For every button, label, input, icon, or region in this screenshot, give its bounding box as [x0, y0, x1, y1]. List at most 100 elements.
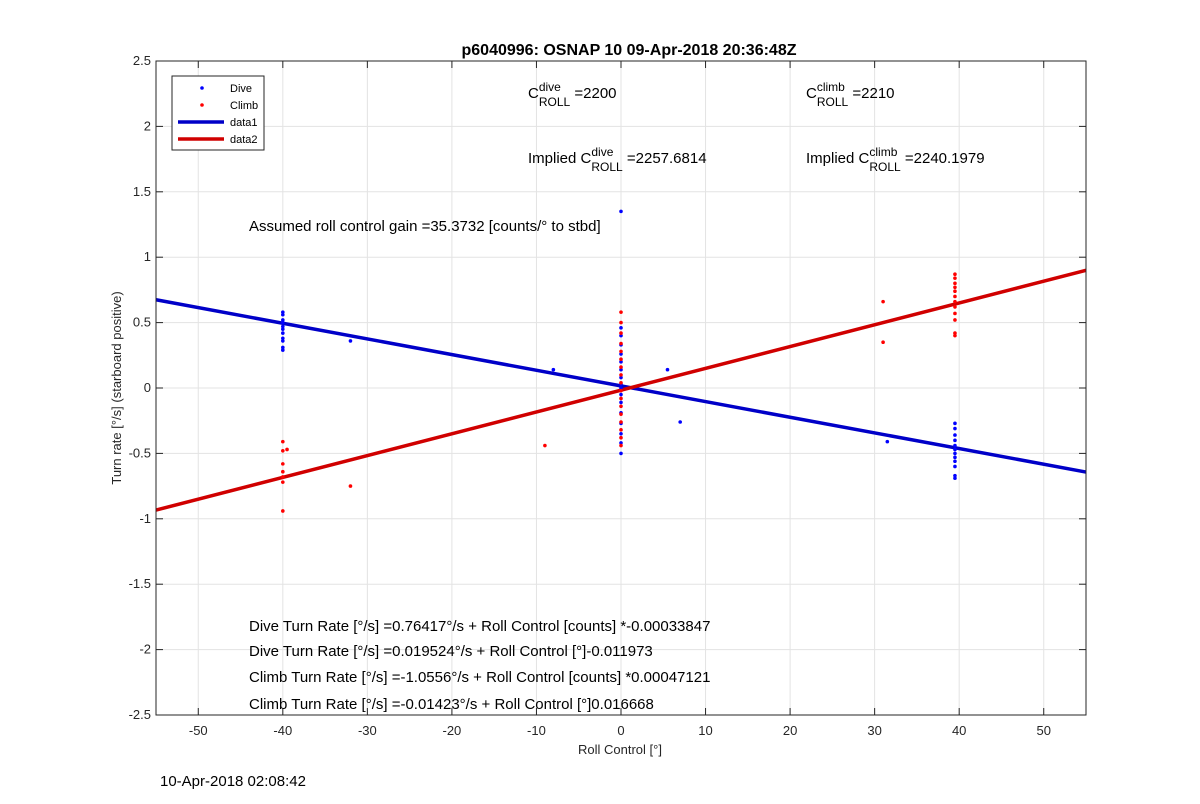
climb-point: [953, 318, 957, 322]
dive-point: [281, 348, 285, 352]
dive-point: [953, 459, 957, 464]
dive-point: [953, 421, 957, 426]
climb-point: [619, 388, 623, 393]
climb-point: [881, 340, 885, 345]
fit-line-data1: [155, 298, 1087, 474]
climb-point: [619, 310, 623, 314]
x-tick-label: 30: [867, 723, 881, 738]
annotation-implied_dive: Implied Cdive ROLL =2257.6814: [528, 145, 707, 174]
dive-point: [953, 426, 957, 431]
dive-point: [619, 392, 623, 397]
y-tick-label: 2.5: [133, 53, 151, 68]
y-tick-label: 0.5: [133, 315, 151, 330]
climb-point: [953, 289, 957, 294]
climb-point: [953, 305, 957, 309]
dive-point: [281, 331, 285, 335]
dive-point: [678, 420, 682, 424]
dive-point: [281, 312, 285, 317]
dive-point: [885, 439, 890, 444]
climb-point: [619, 373, 623, 377]
dive-point: [953, 438, 957, 443]
climb-point: [953, 281, 957, 286]
climb-point: [281, 480, 285, 484]
legend-label-dive: Dive: [230, 83, 252, 95]
y-tick-label: 1: [144, 249, 151, 264]
annotation-fit3: Climb Turn Rate [°/s] =-1.0556°/s + Roll…: [249, 669, 710, 686]
climb-point: [881, 299, 885, 304]
dive-point: [619, 451, 623, 456]
annotation-fit4: Climb Turn Rate [°/s] =-0.01423°/s + Rol…: [249, 696, 654, 713]
dive-point: [281, 320, 285, 325]
x-tick-label: -10: [527, 723, 546, 738]
x-tick-label: -30: [358, 723, 377, 738]
axis-ticks: -50 -40 -30 -20 -10 0 10 20 30 40 50-2.5-2-1.5-1-0…: [129, 53, 1086, 738]
climb-point: [953, 311, 957, 316]
dive-point: [619, 431, 623, 436]
dive-point: [619, 326, 623, 330]
annotation-fit2: Dive Turn Rate [°/s] =0.019524°/s + Roll…: [249, 643, 653, 660]
dive-point: [551, 367, 556, 372]
legend-marker-climb: [200, 103, 204, 107]
climb-point: [953, 331, 957, 335]
y-axis-label: Turn rate [°/s] (starboard positive): [109, 291, 124, 484]
x-tick-label: 0: [617, 723, 624, 738]
x-tick-label: 20: [783, 723, 797, 738]
climb-point: [953, 333, 957, 338]
dive-point: [619, 441, 623, 445]
dive-point: [953, 443, 957, 448]
climb-point: [619, 396, 623, 401]
dive-point: [953, 464, 957, 469]
y-tick-label: -1: [139, 511, 151, 526]
y-tick-label: -2: [139, 642, 151, 657]
dive-point: [348, 339, 353, 343]
climb-point: [619, 443, 623, 448]
dive-point: [619, 367, 623, 372]
dive-point: [619, 400, 623, 405]
dive-point: [281, 324, 285, 329]
dive-point: [953, 451, 957, 456]
dive-point: [619, 209, 623, 214]
y-tick-label: -0.5: [129, 445, 151, 460]
legend-label-data1: data1: [230, 117, 258, 129]
dive-point: [953, 476, 957, 481]
climb-point: [285, 447, 289, 452]
climb-point: [953, 276, 957, 280]
x-tick-label: 40: [952, 723, 966, 738]
climb-point: [281, 448, 285, 453]
x-tick-label: -20: [443, 723, 462, 738]
chart-title: p6040996: OSNAP 10 09-Apr-2018 20:36:48Z: [462, 42, 797, 59]
climb-point: [619, 357, 623, 362]
dive-point: [281, 318, 285, 322]
x-tick-label: 10: [698, 723, 712, 738]
dive-point: [619, 333, 623, 338]
dive-point: [281, 327, 285, 331]
climb-point: [281, 509, 285, 513]
dive-point: [619, 360, 623, 364]
climb-point: [953, 272, 957, 277]
climb-point: [281, 469, 285, 474]
climb-point: [619, 380, 623, 385]
annotation-c_climb: Cclimb ROLL =2210: [806, 80, 895, 109]
annotation-fit1: Dive Turn Rate [°/s] =0.76417°/s + Roll …: [249, 618, 710, 635]
x-tick-label: -50: [189, 723, 208, 738]
dive-point: [953, 447, 957, 452]
data-points: [281, 209, 957, 513]
dive-point: [281, 310, 285, 314]
climb-point: [281, 475, 285, 479]
x-tick-label: -40: [273, 723, 292, 738]
y-tick-label: -2.5: [129, 707, 151, 722]
climb-point: [348, 484, 353, 488]
print-timestamp: 10-Apr-2018 02:08:42: [160, 773, 306, 790]
climb-point: [543, 443, 547, 448]
y-tick-label: 0: [144, 380, 151, 395]
dive-point: [953, 473, 957, 478]
annotations: Cdive ROLL =2200 Cclimb ROLL =2210 Implied C…: [249, 80, 985, 713]
dive-point: [953, 433, 957, 437]
annotation-gain: Assumed roll control gain =35.3732 [coun…: [249, 218, 601, 235]
legend-label-climb: Climb: [230, 100, 258, 112]
legend-label-data2: data2: [230, 134, 258, 146]
legend: Dive Climb data1 data2: [171, 75, 265, 151]
dive-point: [281, 345, 285, 350]
dive-point: [665, 367, 670, 372]
